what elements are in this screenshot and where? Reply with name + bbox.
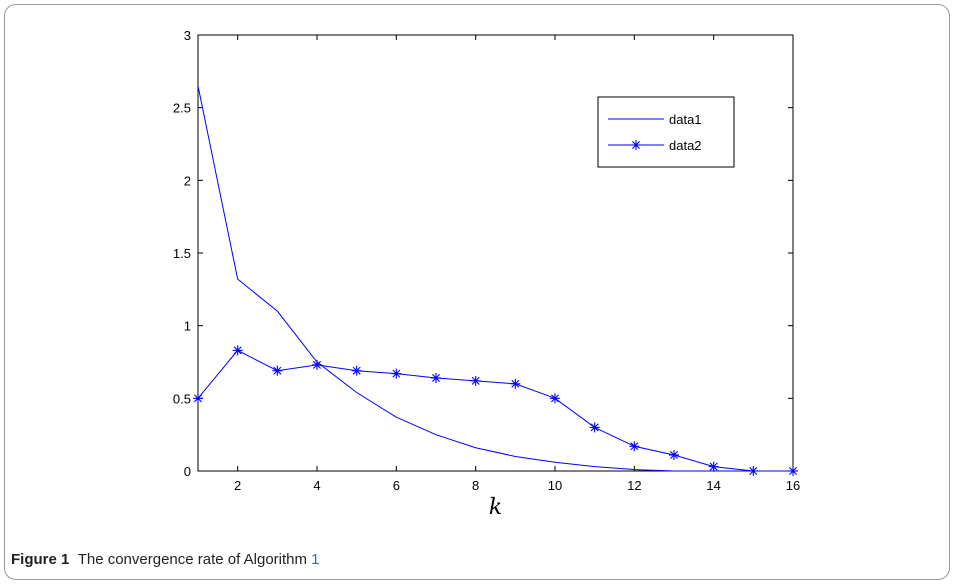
legend-marker-data2 (631, 140, 641, 150)
x-tick-label: 16 (786, 478, 800, 493)
series-point-data2 (193, 393, 203, 404)
series-point-data2 (351, 365, 362, 376)
series-point-data2 (470, 375, 481, 386)
x-axis-label: k (489, 495, 502, 520)
y-tick-label: 3 (184, 28, 191, 43)
series-point-data2 (391, 368, 402, 379)
series-line-data1 (197, 85, 793, 472)
y-tick-label: 2 (184, 173, 191, 188)
legend-label-data1: data1 (669, 112, 702, 127)
algorithm-reference-link[interactable]: 1 (311, 551, 320, 568)
series-point-data2 (748, 466, 759, 476)
x-tick-label: 14 (706, 478, 720, 493)
series-point-data2 (550, 393, 560, 404)
series-line-data2 (197, 349, 793, 472)
x-tick-label: 2 (234, 478, 241, 493)
figure-frame (4, 4, 950, 580)
figure-caption: Figure 1 The convergence rate of Algorit… (11, 551, 320, 568)
series-point-data2 (510, 378, 521, 389)
series-point-data2 (272, 365, 283, 376)
figure-label: Figure 1 (11, 551, 70, 568)
y-tick-label: 1 (184, 319, 191, 334)
series-point-data2 (431, 372, 441, 383)
series-point-data2 (589, 422, 600, 433)
series-point-data2 (788, 466, 798, 476)
series-point-data2 (669, 450, 679, 461)
x-tick-label: 8 (472, 478, 479, 493)
x-tick-label: 12 (627, 478, 641, 493)
x-tick-label: 10 (548, 478, 562, 493)
y-tick-label: 0.5 (173, 391, 191, 406)
caption-text: The convergence rate of Algorithm (77, 551, 307, 568)
series-point-data2 (708, 461, 719, 472)
series-point-data2 (232, 345, 243, 356)
series-point-data2 (629, 441, 640, 452)
plot-layer: 2 4 6 8 10 12 14 16 0 0.5 1 1.5 2 2.5 3 data1 data2 (173, 28, 800, 493)
legend-label-data2: data2 (669, 138, 702, 153)
y-tick-label: 0 (184, 464, 191, 479)
y-tick-label: 2.5 (173, 101, 191, 116)
legend-box (597, 96, 735, 168)
x-tick-label: 6 (393, 478, 400, 493)
y-tick-label: 1.5 (173, 246, 191, 261)
series-point-data2 (312, 359, 322, 370)
x-tick-label: 4 (313, 478, 320, 493)
